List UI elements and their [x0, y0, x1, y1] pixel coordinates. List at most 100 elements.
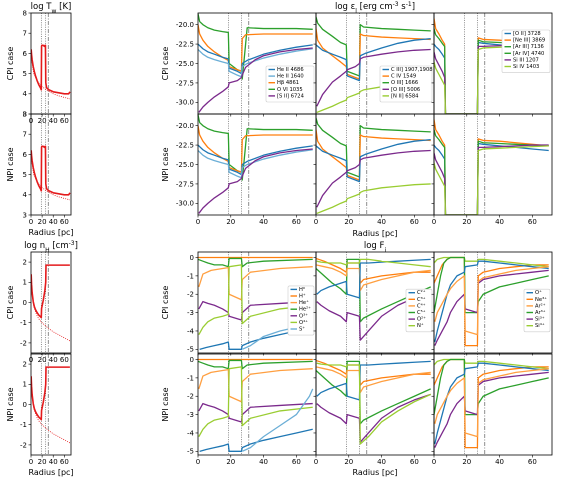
x-tick-label: 20 [38, 356, 47, 364]
series-line [198, 13, 313, 80]
legend-entry: H⁰ [299, 287, 305, 293]
series-line [434, 119, 549, 215]
y-axis-label: CPI case [6, 47, 15, 81]
y-tick-label: 8 [23, 110, 27, 118]
series-line [316, 28, 431, 80]
series-group [198, 358, 314, 452]
axes-frame [433, 251, 553, 354]
x-tick-label: 0 [196, 218, 200, 226]
x-tick-label: 60 [60, 458, 69, 466]
legend-entry: [O II] 3728 [513, 31, 541, 37]
series-line [316, 360, 431, 425]
y-axis-label: NPI case [6, 387, 15, 421]
series-line [316, 258, 431, 299]
x-tick-label: 60 [528, 218, 537, 226]
x-tick-label: 40 [49, 218, 58, 226]
x-tick-label: 40 [259, 218, 268, 226]
legend-entry: He⁺ [299, 300, 309, 306]
series-line [434, 358, 549, 416]
panel-title: log nH [cm-3] [24, 240, 78, 254]
legend-entry: O²⁺ [417, 317, 426, 323]
legend-entry: Si⁴⁺ [535, 323, 545, 329]
y-tick-label: -1 [20, 319, 27, 327]
y-tick-label: 5 [23, 171, 27, 179]
legend: C²⁺C³⁺C⁴⁺C⁵⁺O²⁺N⁺ [405, 288, 433, 333]
series-line [198, 24, 313, 72]
reference-lines [40, 114, 49, 215]
reference-lines [464, 13, 486, 114]
y-tick-label: -22.5 [176, 141, 194, 149]
legend-entry: Si³⁺ [535, 317, 545, 323]
series-line [241, 388, 314, 452]
series-line [434, 266, 549, 336]
series-line [198, 368, 313, 403]
series-line [31, 51, 70, 100]
legend-entry: He²⁺ [299, 307, 311, 313]
x-axis-label-shared: Radius [pc] [352, 229, 397, 238]
series-line [316, 16, 431, 77]
series-line [198, 47, 313, 113]
y-tick-label: 1 [23, 381, 27, 389]
x-tick-label: 60 [292, 458, 301, 466]
panel-f3-cpi: O⁺Ne³⁺Ar²⁺Ar³⁺Si³⁺Si⁴⁺ [431, 251, 553, 356]
legend-entry: [Ar III] 7136 [513, 44, 544, 50]
y-tick-label: 2 [23, 259, 27, 267]
panel-f2-cpi: C²⁺C³⁺C⁴⁺C⁵⁺O²⁺N⁺ [313, 251, 435, 356]
panel-f1-npi: 0 20 40 60 0 -1 -2 -3 -4 -5 NPI case [161, 353, 317, 466]
y-tick-label: 0 [23, 299, 27, 307]
y-tick-label: -1 [187, 374, 194, 382]
y-tick-label: -1 [187, 272, 194, 280]
series-line [434, 145, 549, 215]
reference-lines [346, 252, 368, 353]
series-line [316, 258, 431, 268]
y-tick-label: 8 [23, 9, 27, 17]
axes-frame [30, 353, 72, 456]
legend-box [501, 29, 551, 73]
x-tick-label: 20 [462, 218, 471, 226]
y-tick-label: -30.0 [176, 99, 194, 107]
axes-frame [30, 12, 72, 115]
series-line [198, 148, 313, 214]
x-tick-label: 20 [38, 218, 47, 226]
x-tick-label: 60 [60, 218, 69, 226]
legend-entry: [Ar IV] 4740 [513, 51, 544, 57]
series-line [198, 48, 313, 78]
panel-e3-cpi: [O II] 3728[Ne III] 3869[Ar III] 7136[Ar… [431, 12, 553, 117]
reference-lines [464, 252, 486, 353]
legend-entry: C²⁺ [417, 290, 426, 296]
series-line [198, 114, 313, 181]
legend-box [379, 65, 433, 103]
series-line [31, 380, 71, 444]
legend-entry: N⁺ [417, 323, 424, 329]
series-line [316, 117, 431, 178]
x-tick-label: 20 [226, 458, 235, 466]
y-tick-label: -5 [187, 346, 194, 354]
y-tick-label: -2 [187, 393, 194, 401]
legend-entry: [N II] 6584 [391, 93, 419, 99]
y-tick-label: 7 [23, 131, 27, 139]
y-tick-label: -20.0 [176, 21, 194, 29]
y-tick-label: -30.0 [176, 200, 194, 208]
panel-title: log Fi [364, 241, 387, 254]
series-line [316, 138, 431, 183]
x-tick-label: 20 [344, 218, 353, 226]
reference-lines [346, 354, 368, 455]
series-group [31, 264, 71, 342]
x-tick-label: 0 [432, 218, 436, 226]
panel-title: log εl [erg cm-3 s-1] [335, 1, 415, 15]
legend-entry: Ar³⁺ [535, 310, 546, 316]
legend-entry: Si III 1207 [513, 57, 539, 63]
y-tick-label: -25.0 [176, 60, 194, 68]
series-line [434, 362, 549, 445]
series-line [198, 257, 313, 268]
x-tick-label: 60 [528, 458, 537, 466]
legend-entry: S⁺ [299, 327, 305, 333]
y-tick-label: 4 [23, 90, 28, 98]
legend-entry: C IV 1549 [391, 74, 416, 80]
series-line [434, 142, 549, 215]
y-tick-label: 0 [190, 254, 194, 262]
panel-f1-cpi: 0 -1 -2 -3 -4 -5 CPI case H⁰H⁺He⁺He²⁺O³⁺O⁴⁺S⁺ lo… [161, 241, 386, 356]
